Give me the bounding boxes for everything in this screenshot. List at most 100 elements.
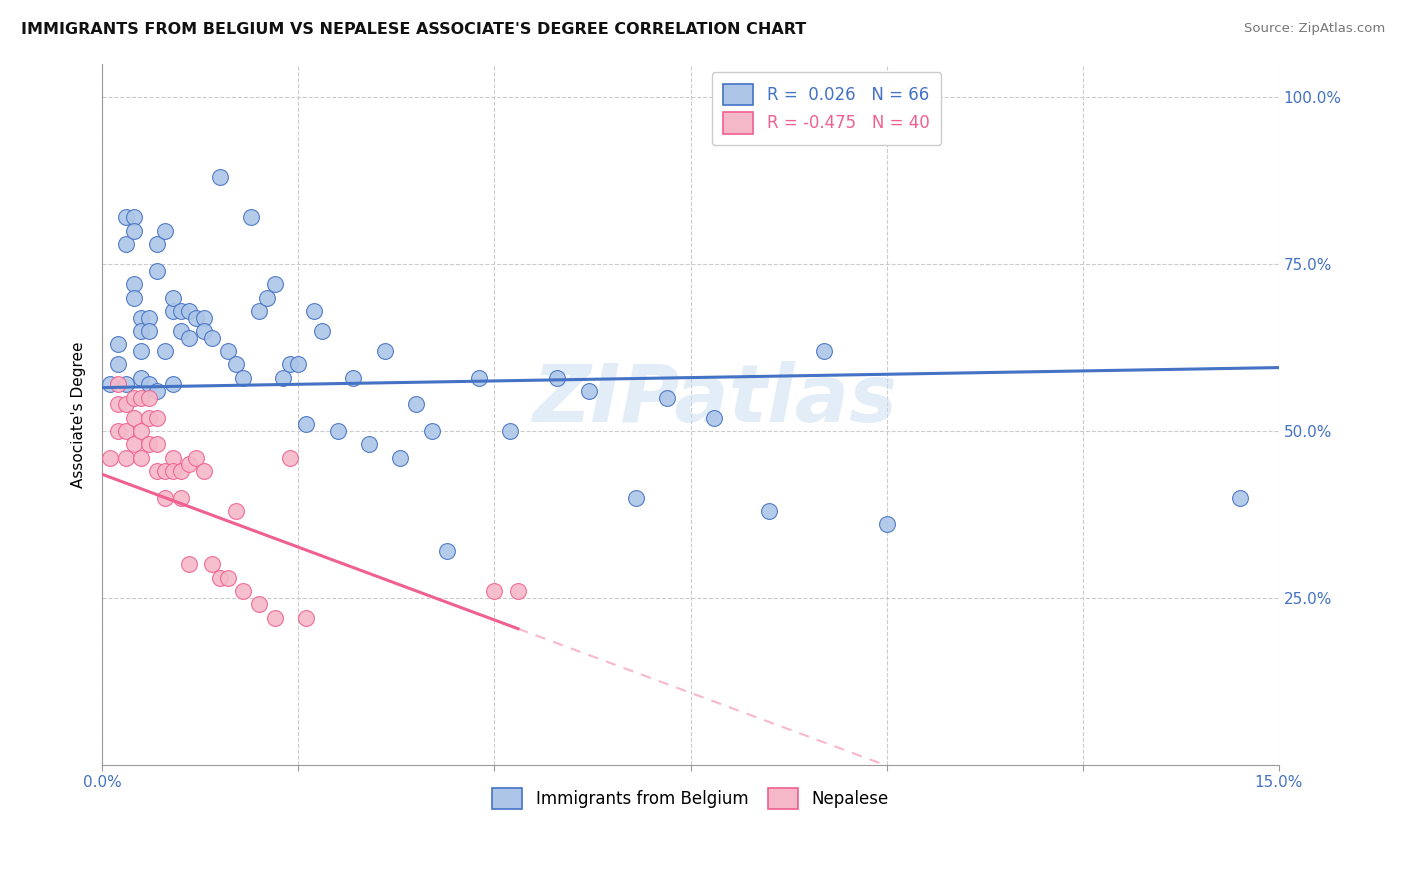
- Point: [655, 391, 678, 405]
- Point: [114, 450, 136, 465]
- Point: [162, 304, 184, 318]
- Y-axis label: Associate's Degree: Associate's Degree: [72, 341, 86, 488]
- Point: [131, 391, 153, 405]
- Point: [107, 377, 129, 392]
- Text: ZIPatlas: ZIPatlas: [531, 361, 897, 439]
- Point: [240, 211, 263, 225]
- Point: [326, 424, 349, 438]
- Point: [162, 377, 184, 392]
- Point: [107, 424, 129, 438]
- Point: [153, 464, 176, 478]
- Point: [107, 357, 129, 371]
- Point: [138, 391, 160, 405]
- Point: [225, 504, 247, 518]
- Point: [114, 211, 136, 225]
- Point: [131, 343, 153, 358]
- Point: [146, 384, 169, 398]
- Point: [131, 324, 153, 338]
- Point: [131, 370, 153, 384]
- Point: [342, 370, 364, 384]
- Point: [436, 544, 458, 558]
- Point: [169, 304, 191, 318]
- Point: [122, 277, 145, 292]
- Point: [271, 370, 294, 384]
- Point: [131, 450, 153, 465]
- Point: [169, 324, 191, 338]
- Point: [374, 343, 396, 358]
- Point: [107, 337, 129, 351]
- Point: [146, 464, 169, 478]
- Point: [201, 558, 224, 572]
- Point: [263, 277, 285, 292]
- Point: [813, 343, 835, 358]
- Point: [484, 584, 506, 599]
- Point: [420, 424, 443, 438]
- Point: [177, 558, 200, 572]
- Point: [389, 450, 412, 465]
- Point: [162, 464, 184, 478]
- Point: [138, 377, 160, 392]
- Point: [162, 450, 184, 465]
- Point: [177, 330, 200, 344]
- Point: [131, 424, 153, 438]
- Point: [153, 491, 176, 505]
- Point: [232, 370, 254, 384]
- Point: [98, 377, 121, 392]
- Point: [1229, 491, 1251, 505]
- Point: [280, 357, 302, 371]
- Text: IMMIGRANTS FROM BELGIUM VS NEPALESE ASSOCIATE'S DEGREE CORRELATION CHART: IMMIGRANTS FROM BELGIUM VS NEPALESE ASSO…: [21, 22, 806, 37]
- Point: [193, 324, 215, 338]
- Point: [546, 370, 568, 384]
- Point: [146, 264, 169, 278]
- Point: [138, 324, 160, 338]
- Point: [169, 491, 191, 505]
- Point: [624, 491, 647, 505]
- Point: [758, 504, 780, 518]
- Point: [506, 584, 529, 599]
- Point: [122, 224, 145, 238]
- Point: [153, 343, 176, 358]
- Point: [186, 450, 208, 465]
- Point: [122, 410, 145, 425]
- Point: [107, 397, 129, 411]
- Point: [177, 304, 200, 318]
- Point: [114, 377, 136, 392]
- Point: [114, 397, 136, 411]
- Text: Source: ZipAtlas.com: Source: ZipAtlas.com: [1244, 22, 1385, 36]
- Point: [208, 571, 231, 585]
- Point: [217, 343, 239, 358]
- Legend: Immigrants from Belgium, Nepalese: Immigrants from Belgium, Nepalese: [485, 781, 896, 815]
- Point: [287, 357, 309, 371]
- Point: [193, 310, 215, 325]
- Point: [499, 424, 522, 438]
- Point: [138, 410, 160, 425]
- Point: [578, 384, 600, 398]
- Point: [357, 437, 380, 451]
- Point: [703, 410, 725, 425]
- Point: [247, 598, 270, 612]
- Point: [177, 458, 200, 472]
- Point: [256, 291, 278, 305]
- Point: [263, 611, 285, 625]
- Point: [114, 237, 136, 252]
- Point: [280, 450, 302, 465]
- Point: [138, 437, 160, 451]
- Point: [217, 571, 239, 585]
- Point: [295, 417, 318, 432]
- Point: [201, 330, 224, 344]
- Point: [876, 517, 898, 532]
- Point: [138, 310, 160, 325]
- Point: [131, 310, 153, 325]
- Point: [225, 357, 247, 371]
- Point: [208, 170, 231, 185]
- Point: [162, 291, 184, 305]
- Point: [98, 450, 121, 465]
- Point: [122, 437, 145, 451]
- Point: [405, 397, 427, 411]
- Point: [114, 424, 136, 438]
- Point: [186, 310, 208, 325]
- Point: [295, 611, 318, 625]
- Point: [247, 304, 270, 318]
- Point: [153, 224, 176, 238]
- Point: [232, 584, 254, 599]
